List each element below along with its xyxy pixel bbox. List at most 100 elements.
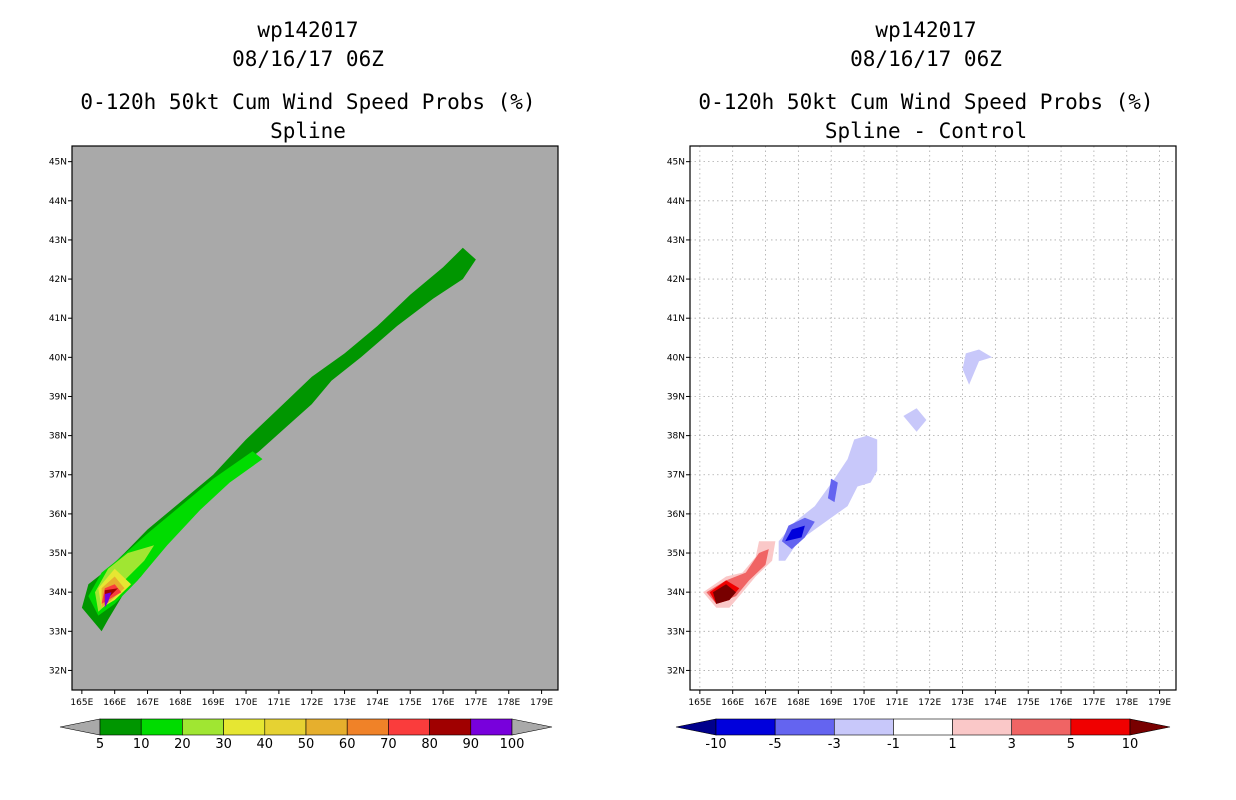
x-tick-label: 173E <box>951 698 974 708</box>
x-tick-label: 166E <box>721 698 744 708</box>
y-tick-label: 40N <box>667 353 685 363</box>
left-title-line-3: 0-120h 50kt Cum Wind Speed Probs (%) <box>80 90 536 114</box>
y-tick-label: 43N <box>49 236 67 246</box>
colorbar-swatch <box>182 718 224 736</box>
colorbar-swatch <box>346 718 389 736</box>
colorbar-swatch <box>305 718 348 736</box>
left-title-line-4: Spline <box>270 119 346 143</box>
left-title-line-2: 08/16/17 06Z <box>232 47 384 71</box>
x-tick-label: 172E <box>300 698 323 708</box>
colorbar-swatch <box>1011 718 1072 736</box>
plot-border <box>689 145 1177 691</box>
colorbar-label: 100 <box>500 737 525 752</box>
x-tick-label: 178E <box>497 698 520 708</box>
y-tick-label: 35N <box>667 549 685 559</box>
colorbar-high-end <box>511 718 553 736</box>
colorbar-label: -1 <box>887 737 900 752</box>
x-tick-label: 168E <box>169 698 192 708</box>
right-title-line-1: wp142017 <box>875 18 977 42</box>
colorbar-label: 5 <box>1067 737 1075 752</box>
x-tick-label: 176E <box>432 698 455 708</box>
x-tick-label: 169E <box>202 698 225 708</box>
y-tick-label: 39N <box>49 392 67 402</box>
plot-border <box>71 145 559 691</box>
left-title-line-1: wp142017 <box>257 18 359 42</box>
colorbar-label: 90 <box>463 737 480 752</box>
colorbar-swatch <box>223 718 266 736</box>
colorbar-label: 10 <box>1122 737 1139 752</box>
x-tick-label: 175E <box>1017 698 1040 708</box>
x-tick-label: 173E <box>333 698 356 708</box>
x-tick-label: 179E <box>530 698 553 708</box>
plot-background <box>690 146 1176 690</box>
colorbar-swatch <box>264 718 307 736</box>
x-tick-label: 176E <box>1050 698 1073 708</box>
right-title-line-4: Spline - Control <box>824 119 1028 143</box>
x-tick-label: 166E <box>103 698 126 708</box>
colorbar-swatch <box>429 718 472 736</box>
colorbar-label: -5 <box>769 737 782 752</box>
y-tick-label: 33N <box>49 627 67 637</box>
colorbar-label: 70 <box>380 737 397 752</box>
y-tick-label: 44N <box>667 197 685 207</box>
y-tick-label: 45N <box>49 158 67 168</box>
x-tick-label: 174E <box>366 698 389 708</box>
x-tick-label: 171E <box>885 698 908 708</box>
y-tick-label: 35N <box>49 549 67 559</box>
colorbar-label: 10 <box>133 737 150 752</box>
right-title-line-3: 0-120h 50kt Cum Wind Speed Probs (%) <box>698 90 1154 114</box>
colorbar-label: 3 <box>1008 737 1016 752</box>
y-tick-label: 32N <box>49 666 67 676</box>
y-tick-label: 42N <box>667 275 685 285</box>
colorbar-label: 40 <box>257 737 274 752</box>
x-tick-label: 168E <box>787 698 810 708</box>
colorbar-swatch <box>99 718 142 736</box>
colorbar-low-end <box>675 718 717 736</box>
colorbar-label: 5 <box>96 737 104 752</box>
colorbar-label: 60 <box>339 737 356 752</box>
contour-level-80 <box>104 588 118 604</box>
left-panel-title: wp142017 08/16/17 06Z <box>88 16 528 74</box>
y-tick-label: 34N <box>667 588 685 598</box>
right-title-line-2: 08/16/17 06Z <box>850 47 1002 71</box>
x-tick-label: 170E <box>853 698 876 708</box>
plot-background <box>72 146 558 690</box>
x-tick-label: 165E <box>688 698 711 708</box>
y-tick-label: 38N <box>667 432 685 442</box>
colorbar-swatch <box>470 718 513 736</box>
panel-1-colorbar: 5 10 20 30 40 50 60 70 80 90 100 <box>59 718 553 752</box>
x-tick-label: 169E <box>820 698 843 708</box>
x-tick-label: 165E <box>70 698 93 708</box>
y-tick-label: 41N <box>667 314 685 324</box>
y-tick-label: 34N <box>49 588 67 598</box>
x-tick-label: 167E <box>136 698 159 708</box>
x-tick-label: 170E <box>235 698 258 708</box>
y-tick-label: 44N <box>49 197 67 207</box>
y-tick-label: 41N <box>49 314 67 324</box>
contour-level-10 <box>713 584 736 604</box>
colorbar-swatch <box>774 718 835 736</box>
x-tick-label: 171E <box>267 698 290 708</box>
colorbar-label: 20 <box>174 737 191 752</box>
contour-level-10 <box>88 451 263 616</box>
contour-level--1 <box>962 349 993 385</box>
right-panel-title: wp142017 08/16/17 06Z <box>706 16 1146 74</box>
contour-level--3 <box>827 478 838 503</box>
x-tick-label: 174E <box>984 698 1007 708</box>
y-tick-label: 42N <box>49 275 67 285</box>
colorbar-swatch <box>140 718 183 736</box>
panel-1-plot: 165E 166E 167E 168E 169E 170E 171E 172E 173E 174E… <box>49 145 559 708</box>
contour-level--5 <box>785 525 805 542</box>
panel-2-colorbar: -10 -5 -3 -1 1 3 5 10 <box>675 718 1171 752</box>
x-tick-label: 177E <box>464 698 487 708</box>
colorbar-swatch <box>388 718 430 736</box>
colorbar-swatch <box>893 718 953 736</box>
contour-level--1 <box>903 408 927 432</box>
y-tick-label: 36N <box>667 510 685 520</box>
colorbar-swatch <box>1070 718 1131 736</box>
y-tick-label: 43N <box>667 236 685 246</box>
colorbar-label: 1 <box>948 737 956 752</box>
y-tick-label: 33N <box>667 627 685 637</box>
colorbar-low-end <box>59 718 101 736</box>
x-tick-label: 175E <box>399 698 422 708</box>
